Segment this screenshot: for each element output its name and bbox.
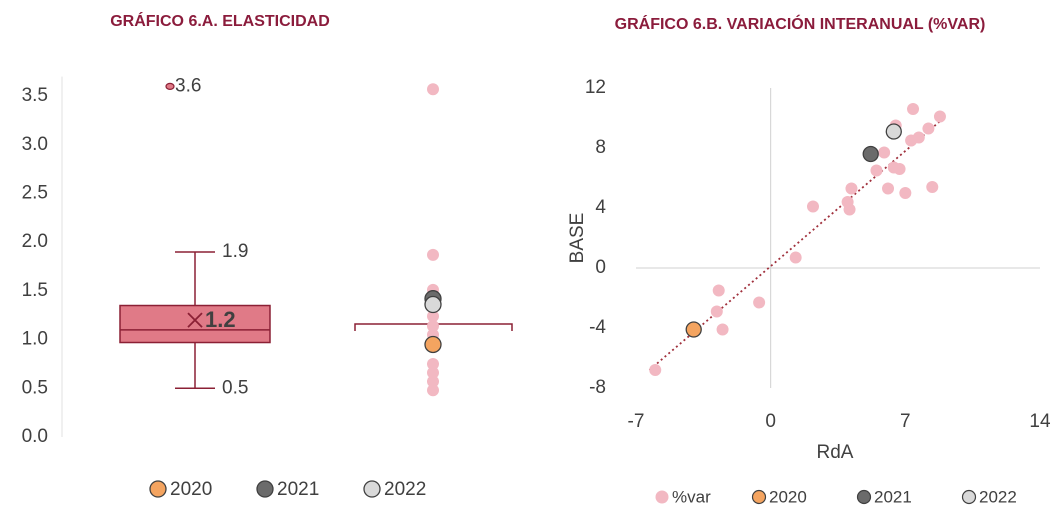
- mean-marker: [187, 312, 203, 328]
- point: [882, 182, 895, 195]
- point: [685, 321, 702, 338]
- point: [427, 310, 439, 323]
- point: [427, 375, 439, 388]
- point: [907, 103, 920, 115]
- point: [899, 187, 912, 199]
- point: [870, 164, 883, 177]
- y-tick-label: 0.5: [22, 377, 48, 398]
- y-tick-label: 1.0: [22, 329, 48, 350]
- y-tick-label: 2.5: [22, 183, 48, 204]
- point: [878, 146, 891, 159]
- legend-label: 2022: [979, 487, 1017, 506]
- x-axis-label: RdA: [817, 442, 854, 463]
- legend-marker: [256, 480, 274, 498]
- y-tick-label: -4: [589, 317, 606, 338]
- point: [712, 284, 725, 297]
- y-tick-label: 3.5: [22, 85, 48, 106]
- point: [893, 163, 906, 175]
- y-tick-label: 4: [595, 197, 606, 218]
- point: [427, 357, 439, 370]
- point: [885, 123, 902, 140]
- point: [753, 296, 766, 309]
- point: [933, 110, 946, 123]
- legend-marker: [655, 490, 669, 504]
- chart-title: GRÁFICO 6.B. VARIACIÓN INTERANUAL (%VAR): [614, 16, 986, 33]
- x-tick-label: 14: [1029, 411, 1051, 432]
- y-tick-label: 0.0: [22, 426, 48, 447]
- legend-marker: [363, 480, 381, 498]
- legend-label: 2022: [384, 479, 426, 500]
- legend-label: %var: [672, 487, 711, 506]
- data-label: 0.5: [222, 377, 248, 398]
- point: [912, 131, 925, 144]
- point: [789, 251, 802, 264]
- point: [806, 200, 819, 213]
- y-tick-label: 8: [595, 137, 606, 158]
- y-tick-label: 0: [595, 257, 606, 278]
- y-tick-label: 3.0: [22, 134, 48, 155]
- point: [845, 182, 858, 195]
- legend-marker: [856, 489, 872, 505]
- chart-title: GRÁFICO 6.A. ELASTICIDAD: [110, 13, 330, 30]
- box: [119, 304, 271, 344]
- y-axis-label: BASE: [567, 213, 588, 264]
- point: [843, 203, 856, 216]
- y-tick-label: 1.5: [22, 280, 48, 301]
- outlier: [165, 82, 175, 90]
- x-tick-label: 0: [765, 411, 776, 432]
- y-tick-label: 2.0: [22, 231, 48, 252]
- point: [710, 305, 723, 318]
- legend-label: 2021: [874, 487, 912, 506]
- point: [427, 384, 439, 397]
- legend-label: 2020: [170, 479, 212, 500]
- point: [427, 83, 439, 96]
- point: [716, 323, 729, 336]
- point: [922, 122, 935, 135]
- point: [926, 181, 939, 193]
- x-tick-label: -7: [628, 411, 645, 432]
- point: [424, 335, 442, 354]
- y-tick-label: 12: [585, 77, 606, 98]
- legend-marker: [149, 480, 167, 498]
- point: [427, 366, 439, 379]
- legend-marker: [751, 489, 767, 505]
- legend-marker: [961, 489, 977, 505]
- legend-label: 2021: [277, 479, 319, 500]
- point: [649, 364, 662, 376]
- y-tick-label: -8: [589, 377, 606, 398]
- legend-label: 2020: [769, 487, 807, 506]
- data-label: 1.2: [205, 307, 236, 332]
- point: [424, 295, 442, 314]
- point: [862, 145, 879, 163]
- x-tick-label: 7: [900, 411, 911, 432]
- point: [427, 248, 439, 261]
- point: [427, 319, 439, 332]
- data-label: 1.9: [222, 241, 248, 262]
- data-label: 3.6: [175, 75, 201, 96]
